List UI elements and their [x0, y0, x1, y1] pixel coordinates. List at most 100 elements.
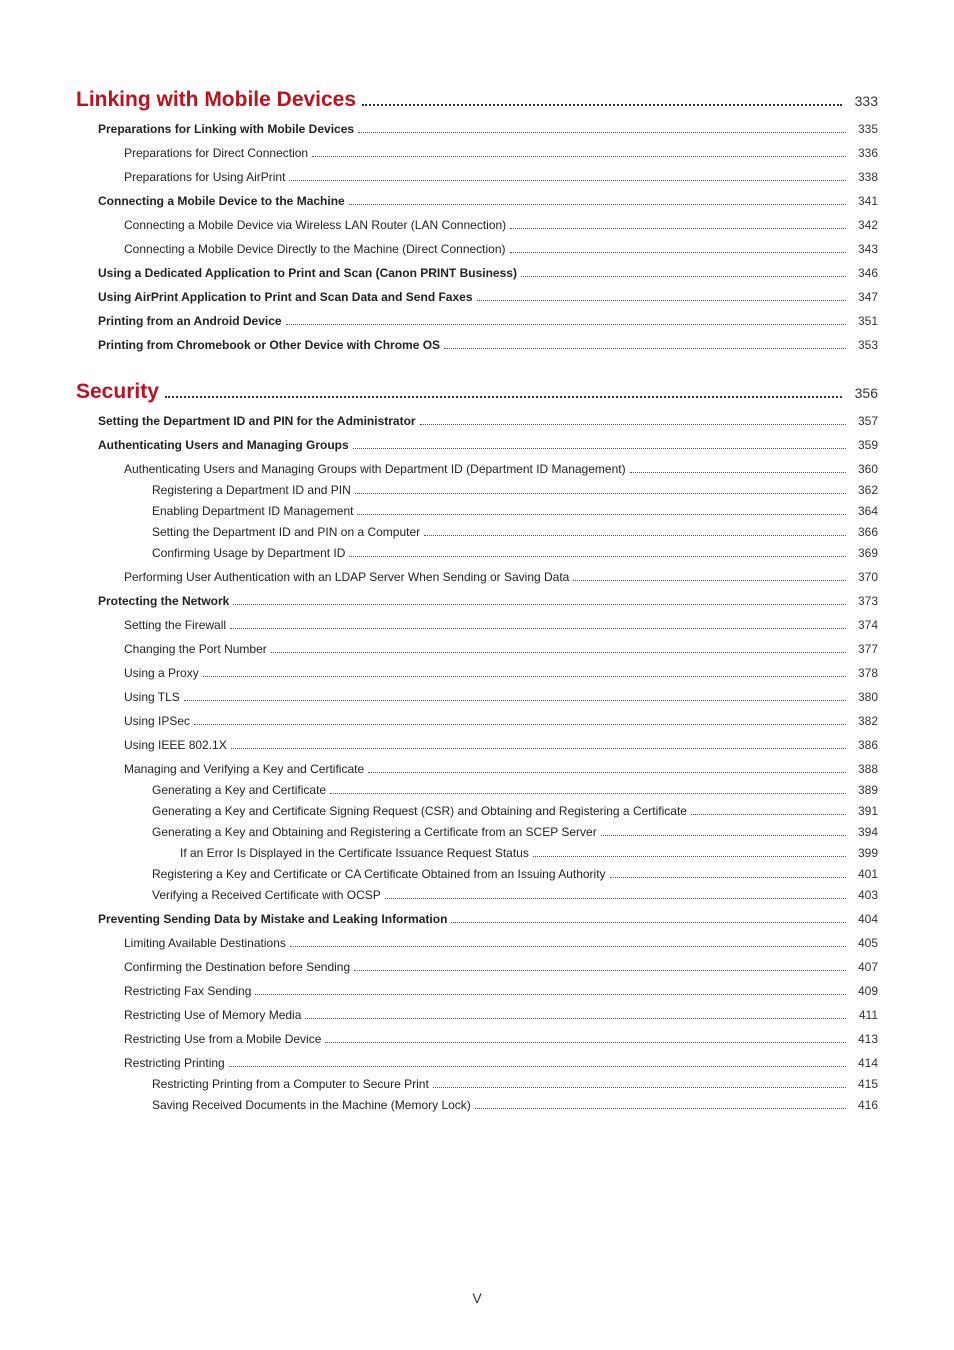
toc-entry: Restricting Fax Sending409 — [76, 984, 878, 998]
toc-entry-page: 405 — [850, 936, 878, 950]
toc-entry-label[interactable]: Printing from Chromebook or Other Device… — [98, 338, 440, 352]
toc-entry-label[interactable]: Registering a Department ID and PIN — [152, 483, 351, 497]
toc-entry-row: If an Error Is Displayed in the Certific… — [180, 846, 878, 860]
toc-entry: Enabling Department ID Management 364 — [76, 504, 878, 518]
toc-entry-page: 338 — [850, 170, 878, 184]
toc-entry-row: Setting the Firewall 374 — [124, 618, 878, 632]
toc-entry: Using AirPrint Application to Print and … — [76, 290, 878, 304]
toc-entry-label[interactable]: Using AirPrint Application to Print and … — [98, 290, 473, 304]
toc-entry-label[interactable]: Using a Proxy — [124, 666, 199, 680]
toc-leader-dots — [444, 347, 846, 349]
toc-leader-dots — [521, 275, 846, 277]
toc-entry-label[interactable]: Connecting a Mobile Device via Wireless … — [124, 218, 506, 232]
toc-leader-dots — [357, 513, 846, 515]
toc-entry-label[interactable]: Restricting Use from a Mobile Device — [124, 1032, 321, 1046]
toc-entry-row: Using IEEE 802.1X386 — [124, 738, 878, 752]
toc-entry: Registering a Key and Certificate or CA … — [76, 867, 878, 881]
toc-leader-dots — [194, 723, 846, 725]
toc-entry-label[interactable]: Setting the Department ID and PIN for th… — [98, 414, 416, 428]
toc-leader-dots — [510, 227, 846, 229]
toc-page-number: 333 — [848, 93, 878, 109]
toc-leader-dots — [230, 627, 846, 629]
toc-entry-label[interactable]: Generating a Key and Obtaining and Regis… — [152, 825, 597, 839]
page-number: V — [0, 1290, 954, 1306]
toc-entry-page: 364 — [850, 504, 878, 518]
toc-entry: Using a Dedicated Application to Print a… — [76, 266, 878, 280]
toc-entry-label[interactable]: Generating a Key and Certificate — [152, 783, 326, 797]
toc-entry-label[interactable]: Preparations for Using AirPrint — [124, 170, 285, 184]
toc-entry-label[interactable]: Authenticating Users and Managing Groups… — [124, 462, 626, 476]
toc-entry-label[interactable]: Limiting Available Destinations — [124, 936, 286, 950]
toc-entry-label[interactable]: Preparations for Direct Connection — [124, 146, 308, 160]
toc-entry-label[interactable]: Managing and Verifying a Key and Certifi… — [124, 762, 364, 776]
toc-entry-label[interactable]: Authenticating Users and Managing Groups — [98, 438, 349, 452]
toc-entry-label[interactable]: Saving Received Documents in the Machine… — [152, 1098, 471, 1112]
toc-entry-label[interactable]: Using IEEE 802.1X — [124, 738, 227, 752]
toc-entry-page: 414 — [850, 1056, 878, 1070]
toc-entry-label[interactable]: Printing from an Android Device — [98, 314, 282, 328]
toc-entry-row: Restricting Fax Sending409 — [124, 984, 878, 998]
toc-entry-page: 416 — [850, 1098, 878, 1112]
toc-entry-label[interactable]: Generating a Key and Certificate Signing… — [152, 804, 687, 818]
toc-leader-dots — [451, 921, 846, 923]
toc-entry-label[interactable]: Restricting Printing from a Computer to … — [152, 1077, 429, 1091]
toc-entry: Using IPSec382 — [76, 714, 878, 728]
toc-leader-dots — [255, 993, 846, 995]
toc-entry: Setting the Department ID and PIN for th… — [76, 414, 878, 428]
toc-leader-dots — [510, 251, 846, 253]
toc-entry-label[interactable]: Using a Dedicated Application to Print a… — [98, 266, 517, 280]
toc-entry-row: Using AirPrint Application to Print and … — [98, 290, 878, 304]
toc-entry-page: 391 — [850, 804, 878, 818]
toc-entry-label[interactable]: Using IPSec — [124, 714, 190, 728]
toc-entry-row: Authenticating Users and Managing Groups… — [124, 462, 878, 476]
toc-entry-label[interactable]: Restricting Printing — [124, 1056, 225, 1070]
toc-section-title-row: Security356 — [76, 380, 878, 404]
toc-entry-row: Registering a Department ID and PIN362 — [152, 483, 878, 497]
toc-entry-label[interactable]: Performing User Authentication with an L… — [124, 570, 569, 584]
toc-entry-row: Preventing Sending Data by Mistake and L… — [98, 912, 878, 926]
toc-entry-label[interactable]: Setting the Firewall — [124, 618, 226, 632]
toc-section-title[interactable]: Linking with Mobile Devices — [76, 88, 356, 112]
toc-entry-page: 407 — [850, 960, 878, 974]
toc-entry-label[interactable]: Using TLS — [124, 690, 180, 704]
toc-entry-label[interactable]: Registering a Key and Certificate or CA … — [152, 867, 606, 881]
toc-entry: Managing and Verifying a Key and Certifi… — [76, 762, 878, 776]
toc-entry-row: Enabling Department ID Management 364 — [152, 504, 878, 518]
toc-entry: Connecting a Mobile Device to the Machin… — [76, 194, 878, 208]
toc-entry: Using IEEE 802.1X386 — [76, 738, 878, 752]
toc-entry-row: Confirming Usage by Department ID369 — [152, 546, 878, 560]
toc-entry-label[interactable]: Changing the Port Number — [124, 642, 267, 656]
toc-entry-label[interactable]: Restricting Fax Sending — [124, 984, 251, 998]
toc-entry-label[interactable]: Confirming Usage by Department ID — [152, 546, 345, 560]
toc-entry-row: Authenticating Users and Managing Groups… — [98, 438, 878, 452]
toc-entry-label[interactable]: Connecting a Mobile Device to the Machin… — [98, 194, 345, 208]
toc-entry-label[interactable]: Verifying a Received Certificate with OC… — [152, 888, 381, 902]
toc-leader-dots — [203, 675, 846, 677]
toc-entry-page: 351 — [850, 314, 878, 328]
toc-entry-page: 347 — [850, 290, 878, 304]
toc-entry-page: 342 — [850, 218, 878, 232]
toc-leader-dots — [231, 747, 846, 749]
toc-entry-label[interactable]: Restricting Use of Memory Media — [124, 1008, 301, 1022]
toc-leader-dots — [477, 299, 846, 301]
toc-entry-label[interactable]: Preparations for Linking with Mobile Dev… — [98, 122, 354, 136]
toc-entry-row: Limiting Available Destinations 405 — [124, 936, 878, 950]
toc-entry: Preparations for Direct Connection 336 — [76, 146, 878, 160]
toc-entry-row: Managing and Verifying a Key and Certifi… — [124, 762, 878, 776]
toc-entry-page: 373 — [850, 594, 878, 608]
toc-entry-row: Restricting Printing 414 — [124, 1056, 878, 1070]
toc-leader-dots — [475, 1107, 846, 1109]
toc-entry-page: 336 — [850, 146, 878, 160]
toc-entry-label[interactable]: Confirming the Destination before Sendin… — [124, 960, 350, 974]
toc-entry-label[interactable]: Enabling Department ID Management — [152, 504, 353, 518]
toc-entry-page: 359 — [850, 438, 878, 452]
toc-entry-page: 374 — [850, 618, 878, 632]
toc-entry-row: Printing from an Android Device 351 — [98, 314, 878, 328]
toc-entry-label[interactable]: Protecting the Network — [98, 594, 229, 608]
toc-entry-label[interactable]: If an Error Is Displayed in the Certific… — [180, 846, 529, 860]
toc-section-title[interactable]: Security — [76, 380, 159, 404]
toc-entry-label[interactable]: Preventing Sending Data by Mistake and L… — [98, 912, 447, 926]
toc-entry-label[interactable]: Connecting a Mobile Device Directly to t… — [124, 242, 506, 256]
toc-entry-page: 401 — [850, 867, 878, 881]
toc-entry-label[interactable]: Setting the Department ID and PIN on a C… — [152, 525, 420, 539]
